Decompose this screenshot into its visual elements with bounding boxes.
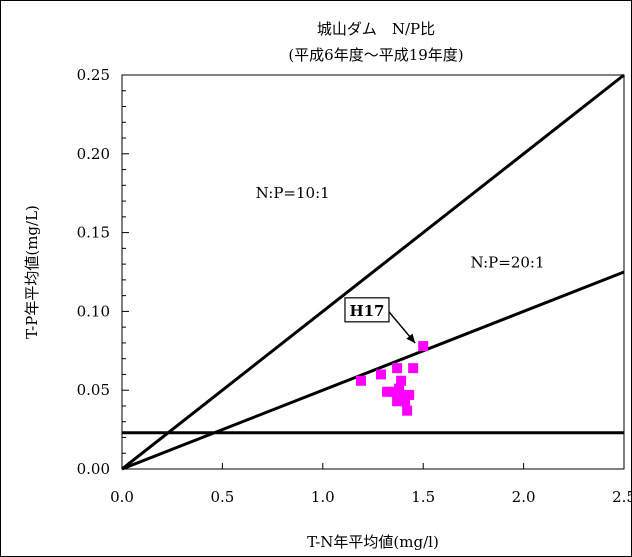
data-points bbox=[355, 341, 429, 416]
x-tick-label: 0.0 bbox=[110, 488, 134, 506]
y-tick-label: 0.20 bbox=[77, 145, 110, 163]
data-point bbox=[408, 363, 419, 374]
callout-arrow-head bbox=[406, 333, 416, 344]
reference-lines bbox=[121, 73, 625, 471]
data-point bbox=[400, 396, 411, 407]
data-point bbox=[418, 341, 429, 352]
data-point bbox=[388, 386, 399, 397]
y-tick-label: 0.25 bbox=[77, 66, 110, 84]
data-point bbox=[394, 383, 405, 394]
x-axis-ticks: 0.0 0.5 1.0 1.5 2.0 2.5 bbox=[110, 463, 632, 506]
data-point bbox=[392, 396, 403, 407]
ratio-line-2 bbox=[121, 270, 625, 471]
callout-label: H17 bbox=[349, 302, 384, 320]
y-tick-label: 0.00 bbox=[77, 460, 110, 478]
data-point bbox=[382, 386, 393, 397]
y-axis-label: T-P年平均値(mg/L) bbox=[23, 205, 41, 339]
data-point bbox=[355, 375, 366, 386]
chart-subtitle: (平成6年度～平成19年度) bbox=[288, 46, 463, 64]
data-point bbox=[396, 375, 407, 386]
ratio-line-label: N:P=10:1 bbox=[256, 184, 330, 202]
y-tick-label: 0.15 bbox=[77, 224, 110, 242]
data-point bbox=[376, 369, 387, 380]
line-labels: N:P=10:1 N:P=20:1 bbox=[256, 184, 545, 271]
ratio-line-label: N:P=20:1 bbox=[471, 253, 545, 271]
y-axis-ticks: 0.00 0.05 0.10 0.15 0.20 0.25 bbox=[77, 66, 129, 478]
y-tick-label: 0.05 bbox=[77, 381, 110, 399]
callout-box bbox=[344, 297, 390, 323]
h17-callout: H17 bbox=[344, 297, 416, 344]
x-tick-label: 2.0 bbox=[512, 488, 536, 506]
ratio-line-1 bbox=[121, 73, 625, 471]
chart-title: 城山ダム N/P比 bbox=[317, 20, 435, 38]
x-tick-label: 1.5 bbox=[411, 488, 435, 506]
data-point bbox=[402, 405, 413, 416]
x-tick-label: 0.5 bbox=[210, 488, 234, 506]
x-axis-label: T-N年平均値(mg/l) bbox=[307, 533, 439, 551]
data-point bbox=[392, 363, 403, 374]
x-tick-label: 2.5 bbox=[612, 488, 632, 506]
y-tick-label: 0.10 bbox=[77, 302, 110, 320]
x-tick-label: 1.0 bbox=[311, 488, 335, 506]
data-point bbox=[404, 389, 415, 400]
